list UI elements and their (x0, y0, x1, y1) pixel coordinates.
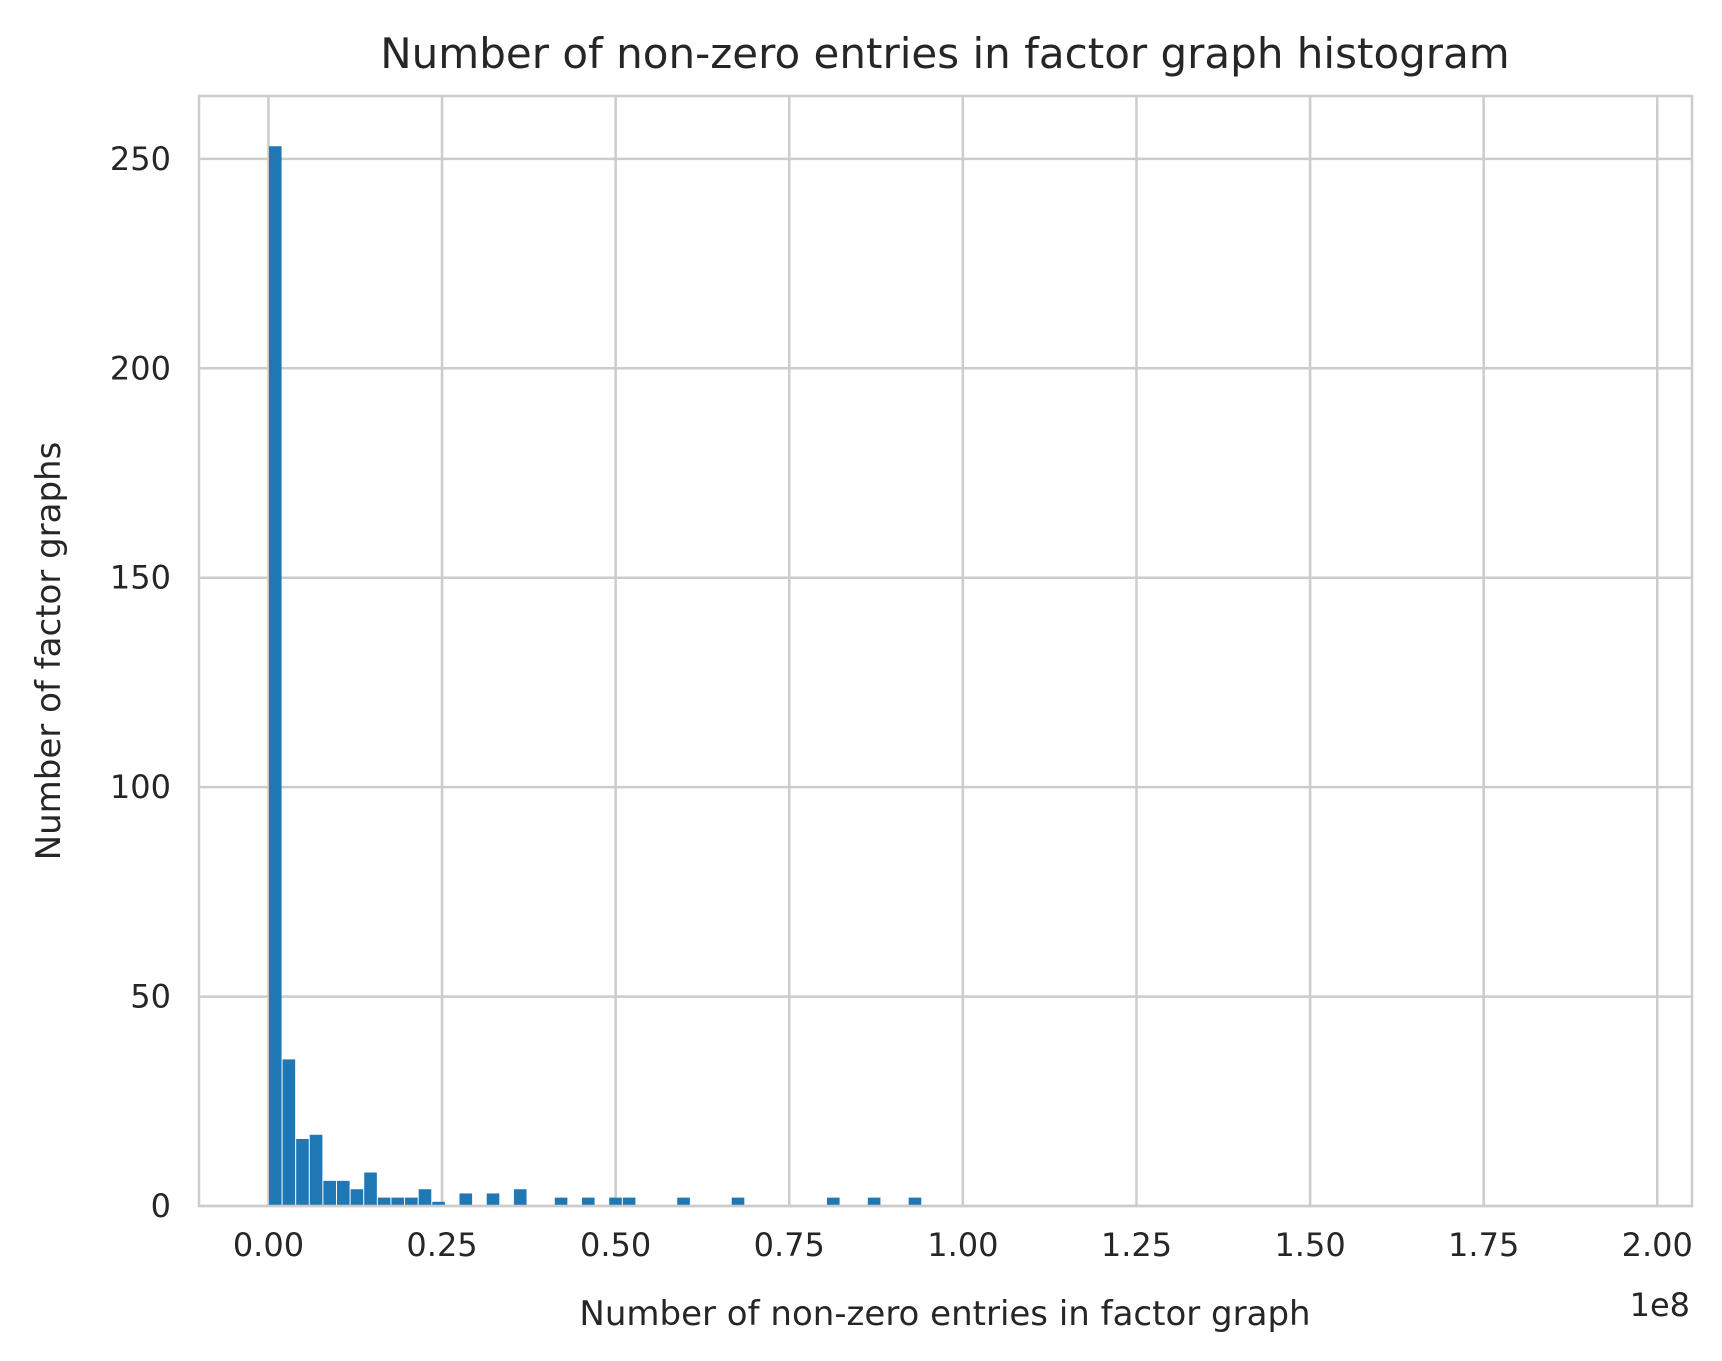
y-tick-label: 0 (151, 1187, 171, 1225)
histogram-bar (309, 1134, 323, 1206)
histogram-bar (432, 1201, 445, 1206)
x-tick-label: 1.75 (1448, 1226, 1519, 1264)
bars (268, 146, 922, 1206)
histogram-bar (377, 1197, 391, 1206)
histogram-bar (323, 1180, 336, 1206)
x-tick-label: 2.00 (1622, 1226, 1693, 1264)
histogram-bar (350, 1189, 364, 1206)
histogram-bar (268, 146, 282, 1206)
x-offset-label: 1e8 (1630, 1286, 1690, 1324)
histogram-bar (364, 1172, 377, 1206)
histogram-bar (336, 1180, 350, 1206)
x-tick-label: 0.50 (580, 1226, 651, 1264)
x-tick-label: 0.75 (754, 1226, 825, 1264)
histogram-bar (731, 1197, 745, 1206)
x-tick-label: 1.00 (927, 1226, 998, 1264)
x-tick-label: 0.00 (233, 1226, 304, 1264)
x-axis-label: Number of non-zero entries in factor gra… (579, 1294, 1310, 1334)
grid (199, 96, 1692, 1208)
histogram-bar (677, 1197, 690, 1206)
y-tick-label: 250 (110, 140, 171, 178)
plot-frame (197, 94, 1694, 1208)
y-axis-label: Number of factor graphs (29, 442, 69, 861)
chart-title: Number of non-zero entries in factor gra… (380, 29, 1509, 78)
y-tick-label: 200 (110, 349, 171, 387)
histogram-bar (622, 1197, 636, 1206)
histogram-bar (908, 1197, 922, 1206)
y-tick-labels: 0 50 100 150 200 250 (110, 140, 171, 1225)
x-tick-label: 1.25 (1101, 1226, 1172, 1264)
histogram-bar (609, 1197, 622, 1206)
x-tick-labels: 0.00 0.25 0.50 0.75 1.00 1.25 1.50 1.75 2.00 (233, 1226, 1693, 1264)
y-tick-label: 100 (110, 768, 171, 806)
histogram-bar (282, 1059, 296, 1206)
histogram-bar (581, 1197, 595, 1206)
y-tick-label: 150 (110, 559, 171, 597)
histogram-bar (405, 1197, 418, 1206)
histogram-bar (554, 1197, 568, 1206)
histogram-bar (459, 1193, 473, 1206)
histogram-bar (513, 1189, 527, 1206)
y-tick-label: 50 (130, 978, 171, 1016)
histogram-bar (486, 1193, 500, 1206)
histogram-bar (296, 1138, 309, 1206)
x-tick-label: 1.50 (1274, 1226, 1345, 1264)
histogram-bar (826, 1197, 840, 1206)
histogram-bar (391, 1197, 405, 1206)
x-tick-label: 0.25 (406, 1226, 477, 1264)
histogram-bar (867, 1197, 881, 1206)
histogram-bar (418, 1189, 432, 1206)
